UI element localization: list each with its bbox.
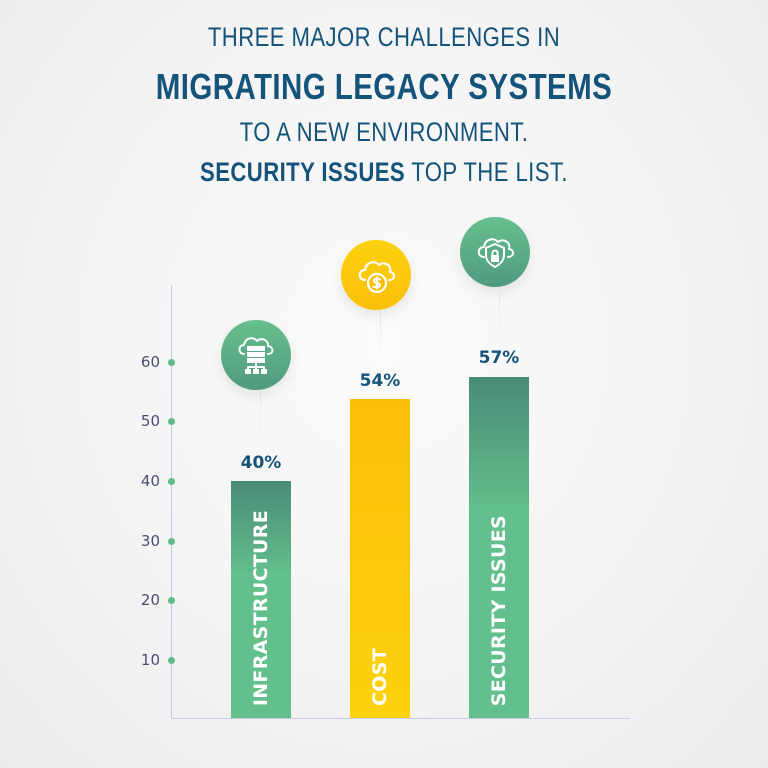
y-tick-label: 10 xyxy=(140,651,160,669)
title-line-4-rest: TOP THE LIST. xyxy=(405,157,568,187)
bar-infrastructure: INFRASTRUCTURE xyxy=(231,481,291,718)
value-label: 40% xyxy=(240,453,282,473)
title-line-1: THREE MAJOR CHALLENGES IN xyxy=(207,22,561,52)
bar-label: SECURITY ISSUES xyxy=(488,514,510,706)
connector-line xyxy=(260,392,261,447)
value-label: 57% xyxy=(478,348,520,368)
title-line-4: SECURITY ISSUES TOP THE LIST. xyxy=(69,157,699,188)
bar-label: INFRASTRUCTURE xyxy=(250,509,272,706)
tick-dot-icon xyxy=(168,478,175,485)
x-axis xyxy=(171,718,630,719)
bar-label: COST xyxy=(369,648,391,706)
cloud-dollar-icon xyxy=(341,240,411,310)
tick-dot-icon xyxy=(168,418,175,425)
y-tick-label: 40 xyxy=(140,472,160,490)
title-highlight: SECURITY ISSUES xyxy=(200,157,406,187)
bar-cost: COST xyxy=(350,399,410,718)
connector-line xyxy=(499,290,500,345)
y-tick-label: 30 xyxy=(140,532,160,550)
tick-dot-icon xyxy=(168,359,175,366)
y-tick-label: 60 xyxy=(140,353,160,371)
cloud-server-network-icon xyxy=(221,320,291,390)
title-line-3: TO A NEW ENVIRONMENT. xyxy=(239,117,529,147)
y-axis xyxy=(171,285,172,719)
tick-dot-icon xyxy=(168,538,175,545)
y-tick-label: 50 xyxy=(140,412,160,430)
connector-line xyxy=(380,310,381,365)
y-tick-label: 20 xyxy=(140,591,160,609)
cloud-shield-lock-icon xyxy=(460,217,530,287)
title-line-2: MIGRATING LEGACY SYSTEMS xyxy=(155,66,613,107)
value-label: 54% xyxy=(359,371,401,391)
bar-security-issues: SECURITY ISSUES xyxy=(469,377,529,718)
tick-dot-icon xyxy=(168,657,175,664)
tick-dot-icon xyxy=(168,597,175,604)
